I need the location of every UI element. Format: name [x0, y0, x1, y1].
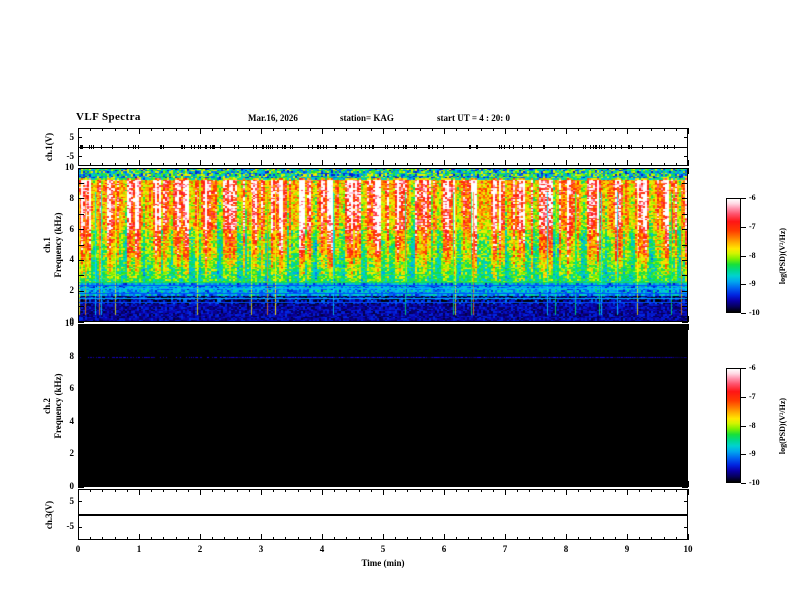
ch2-spectrogram-canvas [79, 325, 687, 486]
ch1-freq-ylabel-3: 4 [69, 254, 75, 265]
ch1-spectrogram-canvas [79, 169, 687, 321]
ch2-freq-ylabel-0: 10 [65, 318, 74, 328]
x-tick-label-7: 7 [502, 544, 508, 554]
figure-station: station= KAG [340, 113, 394, 123]
ch1-voltage-ylabel-0: 5 [69, 131, 75, 142]
ch2-colorbar-tick-label-2: -8 [749, 420, 756, 430]
figure-title: VLF Spectra [76, 111, 141, 123]
ch1-freq-ylabel-5: 0 [69, 316, 75, 326]
ch2-colorbar-tick-label-4: -10 [749, 478, 760, 487]
x-tick-label-10: 10 [683, 544, 693, 554]
ch1-spectrogram-yticks [78, 167, 688, 323]
x-tick-label-6: 6 [441, 544, 447, 554]
ch2-spectrogram-yticks [78, 323, 688, 488]
x-tick-label-1: 1 [136, 544, 142, 554]
ch1-colorbar-ticks [741, 198, 749, 314]
x-tick-label-5: 5 [380, 544, 386, 554]
ch1-freq-ylabel-4: 2 [69, 285, 75, 296]
ch2-freq-ylabel-2: 6 [69, 383, 75, 394]
ch1-colorbar-tick-label-4: -10 [749, 308, 760, 317]
ch2-colorbar-tick-label-3: -9 [749, 449, 756, 459]
ch2-freq-ylabel-3: 4 [69, 415, 75, 426]
ch2-colorbar-tick-label-0: -6 [749, 363, 756, 372]
ch1-voltage-trace [78, 143, 688, 151]
ch2-freq-ylabel-1: 8 [69, 350, 75, 361]
x-tick-label-8: 8 [563, 544, 569, 554]
ch1-spectrogram [78, 168, 688, 322]
ch1-colorbar-tick-label-3: -9 [749, 279, 756, 289]
ch3-voltage-trace [78, 513, 688, 516]
ch3-voltage-axis-label: ch.3(V) [44, 500, 54, 529]
ch3-voltage-ylabel-1: -5 [66, 521, 75, 532]
ch1-freq-axis-label-line1: ch.1 [42, 237, 52, 253]
ch1-colorbar-tick-label-1: -7 [749, 221, 756, 231]
x-tick-label-3: 3 [258, 544, 264, 554]
ch2-colorbar-tick-label-1: -7 [749, 391, 756, 401]
ch2-colorbar-ticks [741, 368, 749, 484]
ch2-freq-axis-label-line1: ch.2 [42, 397, 52, 414]
figure-date: Mar.16, 2026 [248, 113, 298, 123]
ch2-freq-axis-label-line2: Frequency (kHz) [53, 372, 63, 439]
x-axis-label: Time (min) [361, 558, 405, 568]
ch2-spectrogram [78, 324, 688, 487]
ch1-voltage-axis-label: ch.1(V) [44, 132, 54, 162]
ch1-voltage-ylabel-1: -5 [66, 150, 75, 161]
ch1-colorbar [726, 198, 741, 313]
ch1-freq-ylabel-1: 8 [69, 192, 75, 203]
ch1-colorbar-tick-label-0: -6 [749, 193, 756, 202]
ch1-freq-ylabel-2: 6 [69, 223, 75, 234]
ch1-freq-ylabel-0: 10 [65, 162, 74, 172]
ch3-voltage-ylabel-0: 5 [69, 495, 75, 506]
ch1-freq-axis-label-line2: Frequency (kHz) [53, 212, 63, 278]
ch2-freq-ylabel-5: 0 [69, 481, 75, 491]
x-tick-label-2: 2 [197, 544, 203, 554]
ch1-colorbar-tick-label-2: -8 [749, 250, 756, 260]
ch2-colorbar [726, 368, 741, 483]
x-tick-label-9: 9 [624, 544, 630, 554]
x-tick-label-4: 4 [319, 544, 325, 554]
ch2-colorbar-label: log(PSD)(V²/Hz) [778, 397, 787, 454]
ch1-colorbar-label: log(PSD)(V²/Hz) [778, 227, 787, 284]
figure-start-ut: start UT = 4 : 20: 0 [437, 113, 510, 123]
x-tick-label-0: 0 [75, 544, 81, 554]
ch2-freq-ylabel-4: 2 [69, 448, 75, 459]
